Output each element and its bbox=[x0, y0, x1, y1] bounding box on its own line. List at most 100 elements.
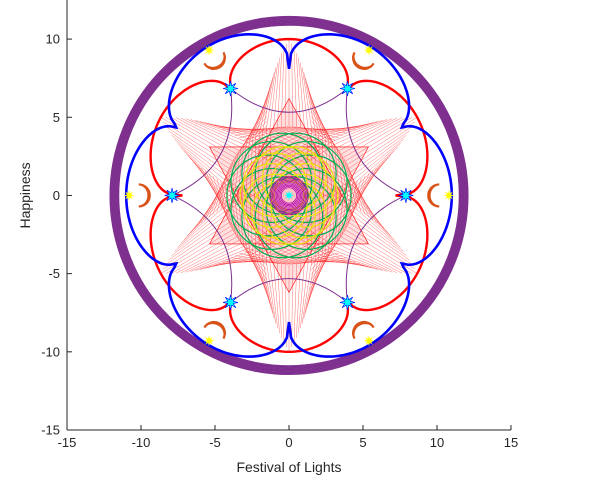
red-fill-stroke bbox=[303, 72, 316, 133]
diya-lamp bbox=[352, 320, 375, 340]
red-fill-stroke bbox=[286, 250, 336, 265]
red-fill-stroke bbox=[352, 210, 404, 252]
yellow-rosette-circle bbox=[242, 152, 308, 218]
diya-flame bbox=[443, 189, 455, 201]
purple-arc bbox=[230, 278, 348, 303]
red-fill-stroke bbox=[238, 252, 288, 265]
red-fill-stroke bbox=[183, 150, 225, 193]
red-fill-stroke bbox=[163, 121, 231, 165]
red-fill-stroke bbox=[351, 135, 407, 177]
red-fill-stroke bbox=[195, 120, 251, 140]
green-rosette-circle bbox=[254, 176, 337, 259]
red-fill-stroke bbox=[220, 159, 234, 211]
y-tick-label: 10 bbox=[46, 32, 60, 47]
magenta-core-circle bbox=[277, 183, 301, 208]
red-fill-stroke bbox=[190, 119, 248, 143]
red-fill-stroke bbox=[163, 226, 231, 270]
x-tick-label: -10 bbox=[132, 435, 151, 450]
purple-arc bbox=[171, 88, 233, 196]
red-fill-stroke bbox=[249, 138, 253, 199]
red-fill-stroke bbox=[216, 178, 232, 229]
red-fill-stroke bbox=[311, 120, 345, 160]
diya-flame bbox=[363, 335, 375, 347]
red-fill-stroke bbox=[232, 149, 242, 205]
red-fill-stroke bbox=[174, 210, 226, 252]
red-fill-stroke bbox=[204, 173, 228, 221]
red-fill-stroke bbox=[168, 130, 228, 173]
x-tick-label: 0 bbox=[285, 435, 292, 450]
red-fill-stroke bbox=[327, 120, 383, 140]
red-fill-stroke bbox=[241, 143, 247, 202]
red-fill-stroke bbox=[325, 138, 329, 199]
red-fill-stroke bbox=[353, 147, 398, 189]
red-fill-stroke bbox=[350, 130, 410, 173]
yellow-rosette-circle bbox=[270, 173, 336, 239]
diya-bowl bbox=[203, 320, 226, 340]
red-fill-stroke bbox=[275, 127, 325, 149]
chart-marks bbox=[109, 15, 469, 375]
outer-ring-circle bbox=[112, 18, 466, 373]
red-fill-stroke bbox=[293, 263, 298, 343]
magenta-core-circle bbox=[278, 184, 300, 207]
red-fill-stroke bbox=[226, 216, 269, 252]
red-fill-stroke bbox=[301, 67, 313, 132]
outer-ring-circle bbox=[118, 24, 460, 367]
red-fill-stroke bbox=[304, 77, 320, 135]
red-fill-stroke bbox=[353, 198, 395, 240]
red-fill-stroke bbox=[177, 143, 225, 185]
red-fill-stroke bbox=[333, 245, 393, 273]
magenta-core-circle bbox=[271, 178, 307, 213]
red-fill-stroke bbox=[331, 189, 337, 248]
red-fill-stroke bbox=[298, 127, 348, 134]
magenta-core-circle bbox=[279, 186, 299, 205]
green-rosette-circle bbox=[241, 132, 324, 215]
red-fill-stroke bbox=[273, 57, 280, 129]
outer-ring-circle bbox=[116, 23, 462, 368]
red-fill-stroke bbox=[250, 244, 299, 264]
red-fill-stroke bbox=[293, 48, 298, 128]
red-fill-stroke bbox=[177, 206, 225, 248]
red-fill-stroke bbox=[296, 53, 301, 128]
sparkle-star bbox=[222, 80, 239, 97]
red-fill-stroke bbox=[171, 135, 227, 177]
magenta-core-circle bbox=[275, 182, 303, 209]
red-fill-stroke bbox=[185, 118, 245, 146]
red-fill-stroke bbox=[334, 146, 342, 203]
magenta-core bbox=[269, 175, 309, 216]
magenta-core-circle bbox=[273, 179, 305, 212]
sparkle-star bbox=[339, 80, 356, 97]
red-fill-stroke bbox=[347, 226, 415, 270]
red-fill-stroke bbox=[249, 192, 253, 253]
red-fill-stroke bbox=[294, 126, 343, 136]
red-fill-stroke bbox=[335, 242, 398, 274]
red-fill-stroke bbox=[327, 250, 383, 271]
outer-ring-circle bbox=[114, 20, 464, 371]
red-fill-stroke bbox=[253, 127, 303, 149]
red-fill-stroke bbox=[353, 202, 398, 244]
red-fill-stroke bbox=[225, 212, 270, 247]
red-fill-stroke bbox=[290, 126, 340, 139]
red-fill-stroke bbox=[273, 262, 280, 334]
y-tick-label: 5 bbox=[53, 110, 60, 125]
red-fill-stroke bbox=[277, 53, 282, 128]
red-fill-stroke bbox=[171, 214, 227, 256]
diya-bowl bbox=[352, 51, 375, 70]
outer-ring-circle bbox=[117, 23, 461, 368]
outer-ring-circle bbox=[113, 20, 465, 371]
red-fill-stroke bbox=[170, 117, 238, 155]
red-fill-stroke bbox=[258, 194, 260, 257]
sparkle-star bbox=[222, 294, 239, 310]
diya-lamp bbox=[138, 183, 151, 208]
red-fill-stroke bbox=[338, 117, 403, 152]
red-fill-stroke bbox=[350, 170, 374, 217]
red-fill-stroke bbox=[330, 248, 388, 272]
red-fill-stroke bbox=[320, 255, 374, 269]
y-axis-label: Happiness bbox=[17, 162, 33, 228]
red-fill-stroke bbox=[200, 253, 255, 270]
red-fill-stroke bbox=[335, 117, 398, 149]
red-fill-stroke bbox=[311, 231, 345, 271]
green-rosette-circle bbox=[265, 167, 348, 250]
outer-ring-circle bbox=[111, 18, 467, 373]
red-fill-stroke bbox=[165, 126, 230, 169]
